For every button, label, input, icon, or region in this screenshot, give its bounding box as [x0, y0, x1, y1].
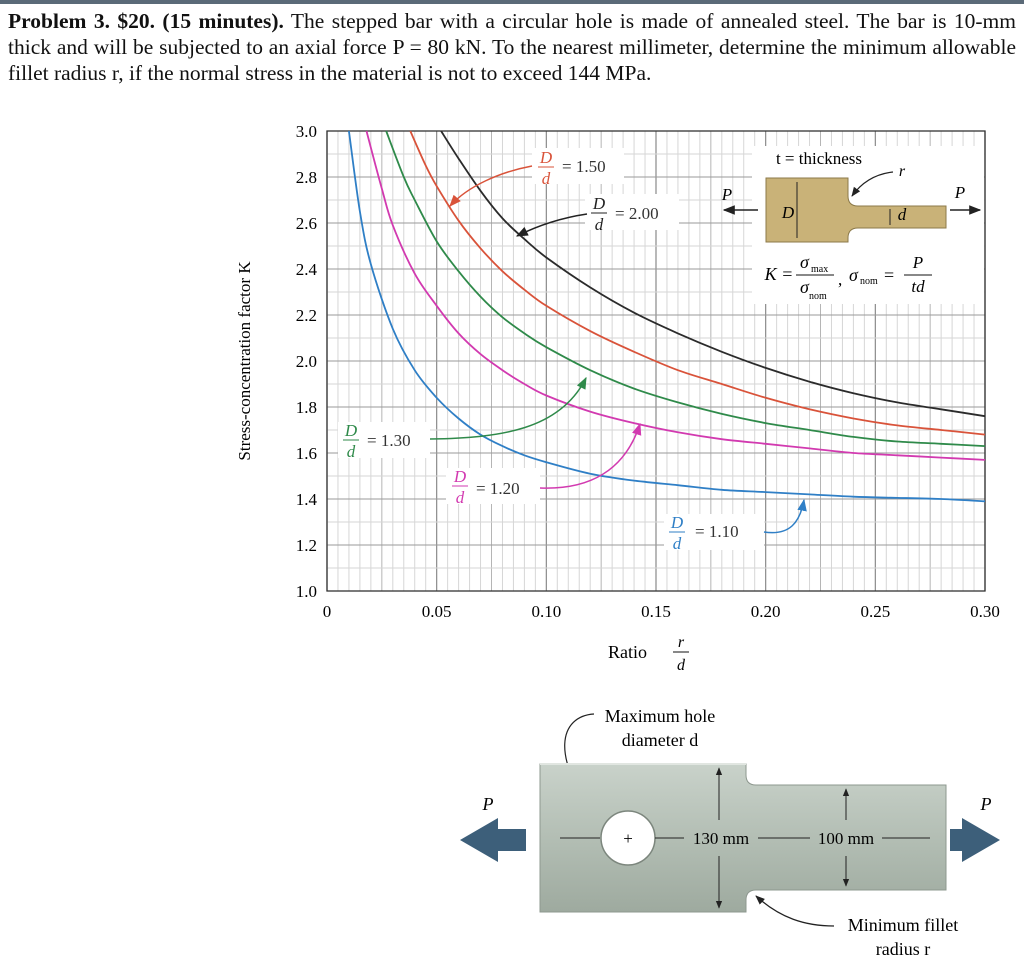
leader-dd-130 — [429, 376, 587, 440]
label-dd-200-bg — [585, 194, 679, 230]
leader-dd-110 — [763, 498, 807, 534]
leader-dd-120 — [539, 422, 642, 489]
curve-series-2 — [385, 130, 986, 447]
label-dd-150-num: D — [539, 148, 553, 167]
y-axis-label: Stress-concentration factor K — [235, 261, 254, 461]
inset-stepped-bar — [765, 177, 947, 243]
y-tick-labels: 1.0 1.2 1.4 1.6 1.8 2.0 2.2 2.4 2.6 2.8 3.0 — [296, 122, 318, 601]
inset-P-left-label: P — [721, 185, 732, 204]
label-dd-150-den: d — [542, 169, 551, 188]
label-dd-120-val: = 1.20 — [476, 479, 520, 498]
formula-nom-sub-2: nom — [860, 276, 878, 287]
formula-comma: , — [838, 270, 842, 289]
x-axis-label-num: r — [678, 634, 685, 651]
force-P-right-label: P — [980, 794, 992, 814]
problem-text: The stepped bar with a circular hole is … — [8, 9, 1016, 85]
inset-thickness-label: t = thickness — [776, 149, 862, 168]
max-hole-label-line1: Maximum hole — [605, 706, 716, 726]
formula-max-sub: max — [811, 264, 828, 275]
formula-nom-eq: = — [884, 265, 894, 285]
bar-figure: Maximum hole diameter d + 130 mm 100 mm … — [460, 706, 1000, 959]
inset-P-right-label: P — [954, 183, 965, 202]
inset-d-label: d — [898, 205, 907, 224]
curve-series-0 — [440, 130, 986, 418]
y-tick-label: 1.8 — [296, 398, 317, 417]
y-tick-label: 1.2 — [296, 536, 317, 555]
problem-statement: Problem 3. $20. (15 minutes). The steppe… — [8, 8, 1016, 86]
label-dd-200-den: d — [595, 215, 604, 234]
x-tick-label: 0.20 — [751, 602, 781, 621]
label-dd-130: D d = 1.30 — [338, 421, 430, 461]
label-dd-200-val: = 2.00 — [615, 204, 659, 223]
label-dd-200-num: D — [592, 194, 606, 213]
min-fillet-label-line1: Minimum fillet — [848, 915, 959, 935]
label-dd-130-num: D — [344, 421, 358, 440]
label-dd-150-val: = 1.50 — [562, 157, 606, 176]
stepped-bar — [539, 763, 947, 913]
y-tick-label: 2.6 — [296, 214, 317, 233]
leader-dd-200 — [515, 213, 588, 237]
label-dd-120: D d = 1.20 — [446, 467, 540, 507]
y-tick-label: 3.0 — [296, 122, 317, 141]
label-dd-120-num: D — [453, 467, 467, 486]
inset-D-label: D — [781, 203, 795, 222]
x-tick-label: 0.15 — [641, 602, 671, 621]
x-tick-label: 0 — [323, 602, 332, 621]
inset-r-leader — [851, 171, 894, 197]
label-dd-110-den: d — [673, 534, 682, 553]
min-fillet-leader — [755, 895, 835, 927]
y-tick-label: 2.4 — [296, 260, 318, 279]
formula-nom-sub-1: nom — [809, 291, 827, 302]
formula-frac-den: td — [911, 277, 925, 296]
y-tick-label: 1.4 — [296, 490, 318, 509]
problem-heading: Problem 3. $20. (15 minutes). — [8, 9, 284, 33]
y-tick-label: 2.8 — [296, 168, 317, 187]
inset-diagram: t = thickness D d r P P K = σ max σ nom … — [721, 146, 984, 304]
inset-r-label: r — [899, 163, 906, 180]
top-border — [0, 0, 1024, 4]
x-tick-label: 0.30 — [970, 602, 1000, 621]
label-dd-130-val: = 1.30 — [367, 431, 411, 450]
x-tick-label: 0.05 — [422, 602, 452, 621]
dim-100-label: 100 mm — [818, 829, 874, 848]
y-tick-label: 1.6 — [296, 444, 317, 463]
formula-frac-num: P — [912, 253, 923, 272]
formula-sigma-nom-2: σ — [849, 265, 859, 285]
series-labels: D d = 1.50 D d = 2.00 D d = 1.30 D d = 1 — [338, 148, 764, 553]
min-fillet-label-line2: radius r — [876, 939, 930, 959]
plot-frame — [326, 130, 986, 592]
formula-K-lhs: K = — [764, 264, 794, 284]
label-dd-110: D d = 1.10 — [664, 513, 764, 553]
x-tick-label: 0.10 — [531, 602, 561, 621]
x-axis-label-den: d — [677, 657, 686, 674]
force-arrow-right — [950, 818, 1000, 862]
label-dd-150: D d = 1.50 — [532, 148, 624, 188]
y-tick-label: 2.0 — [296, 352, 317, 371]
curve-series-1 — [409, 130, 986, 436]
leader-dd-150 — [449, 165, 533, 207]
x-axis-label: Ratio r d — [608, 634, 689, 674]
curve-series-4 — [348, 130, 986, 503]
label-dd-120-den: d — [456, 488, 465, 507]
formula-sigma-max: σ — [800, 252, 810, 272]
x-axis-label-prefix: Ratio — [608, 642, 647, 662]
label-dd-200: D d = 2.00 — [585, 194, 679, 234]
label-dd-150-bg — [532, 148, 624, 184]
formula-sigma-nom: σ — [800, 277, 810, 297]
dim-130-label: 130 mm — [693, 829, 749, 848]
y-tick-label: 2.2 — [296, 306, 317, 325]
force-arrow-left — [460, 818, 526, 862]
x-tick-label: 0.25 — [860, 602, 890, 621]
label-leaders — [429, 165, 807, 534]
y-tick-label: 1.0 — [296, 582, 317, 601]
x-tick-labels: 0 0.05 0.10 0.15 0.20 0.25 0.30 — [323, 602, 1000, 621]
label-dd-130-den: d — [347, 442, 356, 461]
label-dd-110-num: D — [670, 513, 684, 532]
hole-center-mark: + — [623, 829, 633, 848]
label-dd-110-val: = 1.10 — [695, 522, 739, 541]
max-hole-label-line2: diameter d — [622, 730, 698, 750]
force-P-left-label: P — [482, 794, 494, 814]
